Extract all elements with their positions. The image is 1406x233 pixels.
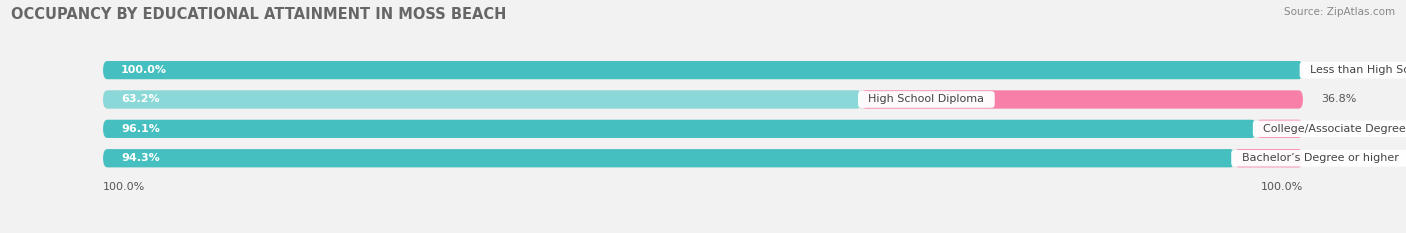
FancyBboxPatch shape	[103, 120, 1256, 138]
FancyBboxPatch shape	[1234, 149, 1303, 167]
Text: 94.3%: 94.3%	[121, 153, 160, 163]
Text: 36.8%: 36.8%	[1322, 94, 1357, 104]
Text: Bachelor’s Degree or higher: Bachelor’s Degree or higher	[1234, 153, 1406, 163]
Text: 100.0%: 100.0%	[1261, 182, 1303, 192]
FancyBboxPatch shape	[103, 61, 1303, 79]
Text: Source: ZipAtlas.com: Source: ZipAtlas.com	[1284, 7, 1395, 17]
Text: 96.1%: 96.1%	[121, 124, 160, 134]
Text: College/Associate Degree: College/Associate Degree	[1256, 124, 1406, 134]
Legend: Owner-occupied, Renter-occupied: Owner-occupied, Renter-occupied	[586, 231, 820, 233]
FancyBboxPatch shape	[103, 90, 1303, 109]
Text: 100.0%: 100.0%	[121, 65, 167, 75]
Text: 100.0%: 100.0%	[103, 182, 145, 192]
Text: Less than High School: Less than High School	[1303, 65, 1406, 75]
FancyBboxPatch shape	[103, 90, 862, 109]
FancyBboxPatch shape	[103, 149, 1234, 167]
Text: 3.9%: 3.9%	[1322, 124, 1350, 134]
FancyBboxPatch shape	[103, 61, 1303, 79]
Text: 5.7%: 5.7%	[1322, 153, 1350, 163]
Text: 63.2%: 63.2%	[121, 94, 160, 104]
FancyBboxPatch shape	[103, 149, 1303, 167]
Text: OCCUPANCY BY EDUCATIONAL ATTAINMENT IN MOSS BEACH: OCCUPANCY BY EDUCATIONAL ATTAINMENT IN M…	[11, 7, 506, 22]
Text: High School Diploma: High School Diploma	[862, 94, 991, 104]
FancyBboxPatch shape	[103, 120, 1303, 138]
FancyBboxPatch shape	[1256, 120, 1303, 138]
Text: 0.0%: 0.0%	[1322, 65, 1350, 75]
FancyBboxPatch shape	[862, 90, 1303, 109]
